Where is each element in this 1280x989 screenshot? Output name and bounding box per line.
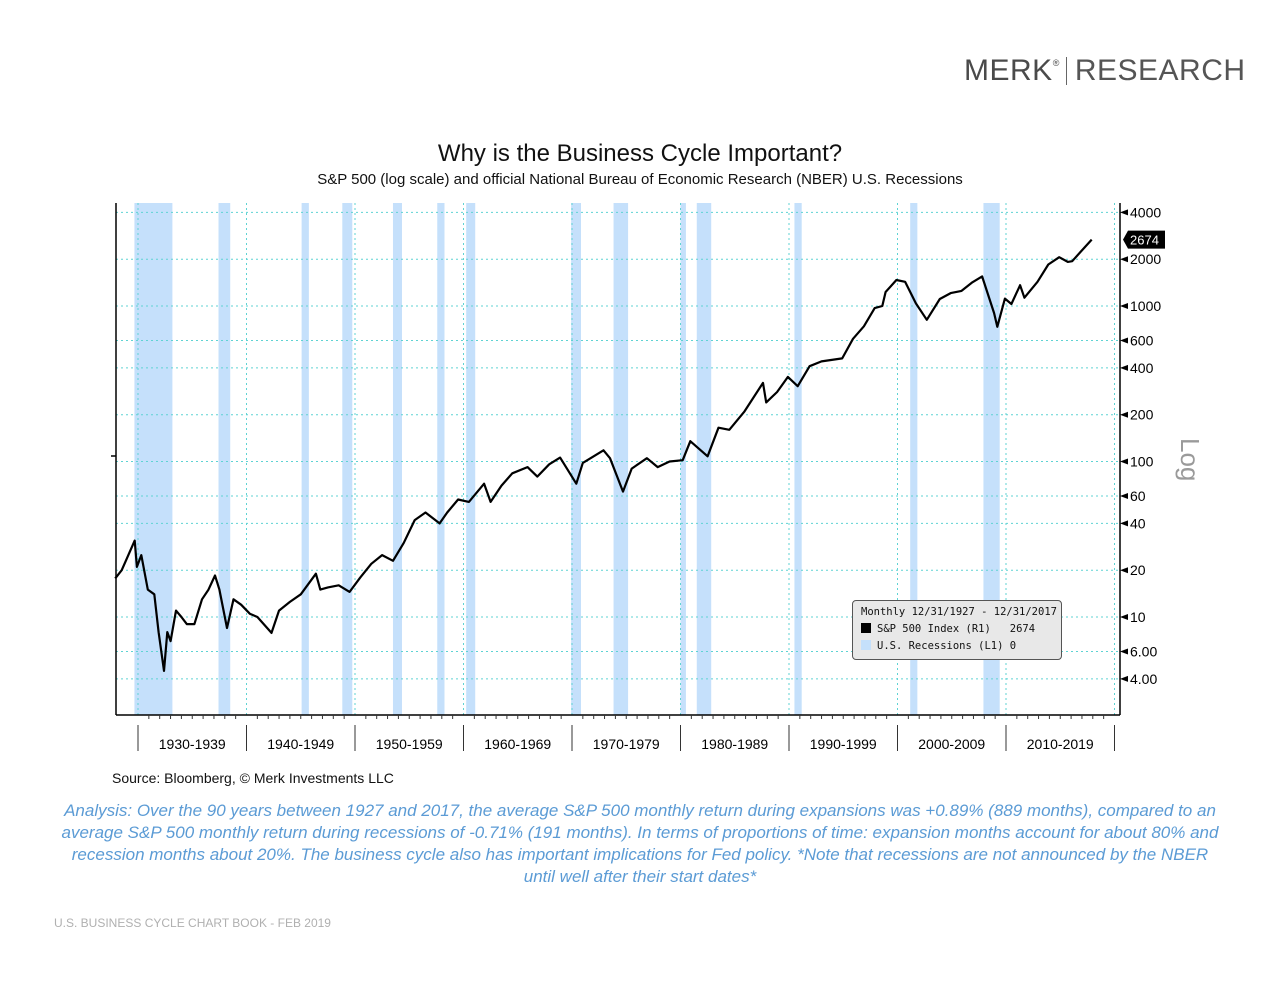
y-tick-mark: [1120, 675, 1128, 682]
chart-title: Why is the Business Cycle Important?: [437, 140, 843, 167]
y-tick-label: 100: [1130, 454, 1154, 470]
y-tick-label: 40: [1130, 515, 1146, 531]
x-tick-label: 1930-1939: [159, 736, 226, 752]
recession-band: [983, 203, 1000, 715]
y-tick-label: 20: [1130, 562, 1146, 578]
x-tick-label: 1980-1989: [701, 736, 768, 752]
logo-divider: [1065, 57, 1067, 85]
sp500-line: [114, 238, 1093, 672]
x-tick-label: 1950-1959: [376, 736, 443, 752]
y-tick-label: 600: [1130, 332, 1154, 348]
x-tick-label: 2010-2019: [1027, 736, 1094, 752]
legend-swatch-sp500: [861, 623, 871, 633]
x-tick-label: 2000-2009: [918, 736, 985, 752]
last-value-label: 2674: [1130, 233, 1159, 248]
recession-band: [437, 203, 445, 715]
recession-band: [301, 203, 309, 715]
last-value-bg: [1123, 230, 1165, 249]
legend-value: 0: [1009, 640, 1017, 652]
legend-header: Monthly 12/31/1927 - 12/31/2017: [861, 606, 1057, 618]
y-tick-label: 200: [1130, 407, 1154, 423]
y-tick-mark: [1120, 458, 1128, 465]
merk-research-logo: MERK® RESEARCH: [964, 54, 1246, 88]
y-tick-mark: [1120, 567, 1128, 574]
y-tick-label: 2000: [1130, 251, 1161, 267]
y-tick-mark: [1120, 411, 1128, 418]
recession-band: [613, 203, 629, 715]
y-tick-mark: [1120, 492, 1128, 499]
y-tick-mark: [1120, 209, 1128, 216]
y-tick-mark: [1120, 303, 1128, 309]
legend-label: U.S. Recessions (L1): [877, 640, 1004, 652]
y-tick-mark: [1120, 648, 1128, 655]
y-tick-mark: [1120, 256, 1128, 263]
recession-band: [134, 203, 173, 715]
logo-brand: MERK: [964, 54, 1053, 87]
y-tick-label: 6.00: [1130, 643, 1157, 659]
source-note: Source: Bloomberg, © Merk Investments LL…: [112, 770, 394, 786]
recession-band: [392, 203, 402, 715]
recession-band: [466, 203, 476, 715]
chart-subtitle: S&P 500 (log scale) and official Nationa…: [317, 171, 963, 188]
x-tick-label: 1940-1949: [267, 736, 334, 752]
y-tick-mark: [1120, 614, 1128, 620]
recession-band: [218, 203, 231, 715]
analysis-text: Analysis: Over the 90 years between 1927…: [61, 801, 1219, 886]
last-value-marker: 2674: [1123, 230, 1165, 249]
y-tick-label: 4000: [1130, 204, 1161, 220]
legend: Monthly 12/31/1927 - 12/31/2017 S&P 500 …: [852, 600, 1062, 660]
footer: U.S. BUSINESS CYCLE CHART BOOK - FEB 201…: [54, 916, 331, 930]
x-tick-label: 1970-1979: [593, 736, 660, 752]
y-tick-mark: [1120, 520, 1128, 527]
recession-band: [342, 203, 353, 715]
x-tick-label: 1990-1999: [810, 736, 877, 752]
y-tick-label: 1000: [1130, 298, 1161, 314]
y-tick-label: 400: [1130, 360, 1154, 376]
logo-reg: ®: [1052, 58, 1060, 68]
legend-item-recessions: U.S. Recessions (L1) 0: [861, 640, 1016, 653]
x-tick-label: 1960-1969: [484, 736, 551, 752]
log-scale-label: Log: [1175, 438, 1205, 482]
logo-division: RESEARCH: [1074, 54, 1246, 87]
recession-band: [571, 203, 582, 715]
recession-band: [794, 203, 802, 715]
recession-band: [910, 203, 918, 715]
legend-value: 2674: [1009, 623, 1036, 635]
legend-swatch-recessions: [861, 640, 871, 650]
y-tick-label: 60: [1130, 488, 1146, 504]
axes: [111, 203, 1128, 751]
recession-bands: [134, 203, 1000, 715]
y-tick-mark: [1120, 337, 1128, 344]
legend-item-sp500: S&P 500 Index (R1) 2674: [861, 623, 1035, 636]
tick-labels: 4000 2000 1000 600 400 200 100 60 40 20 10 6.00 4.00…: [159, 204, 1162, 752]
legend-label: S&P 500 Index (R1): [877, 623, 991, 635]
y-tick-label: 10: [1130, 609, 1146, 625]
y-tick-label: 4.00: [1130, 671, 1157, 687]
y-tick-mark: [1120, 364, 1128, 371]
recession-band: [696, 203, 712, 715]
